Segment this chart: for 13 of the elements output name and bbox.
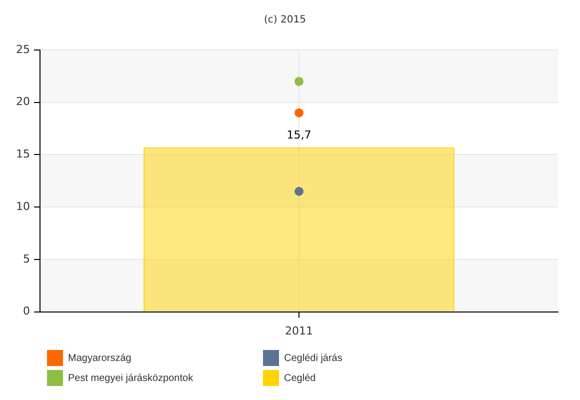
y-tick-label: 5 [22,252,30,266]
legend-label: Pest megyei járásközpontok [68,372,194,384]
legend-label: Cegléd [284,372,316,384]
legend-label: Magyarország [68,352,132,364]
y-tick-label: 0 [22,304,30,318]
y-tick-label: 10 [16,200,30,213]
y-tick-label: 20 [16,95,30,108]
y-tick-label: 15 [16,148,30,161]
legend-label: Ceglédi járás [284,352,342,364]
y-tick-label: 25 [16,42,30,56]
data-label: 15,7 [286,128,312,142]
x-tick-label: 2011 [285,324,313,338]
chart-title: (c) 2015 [264,14,306,26]
